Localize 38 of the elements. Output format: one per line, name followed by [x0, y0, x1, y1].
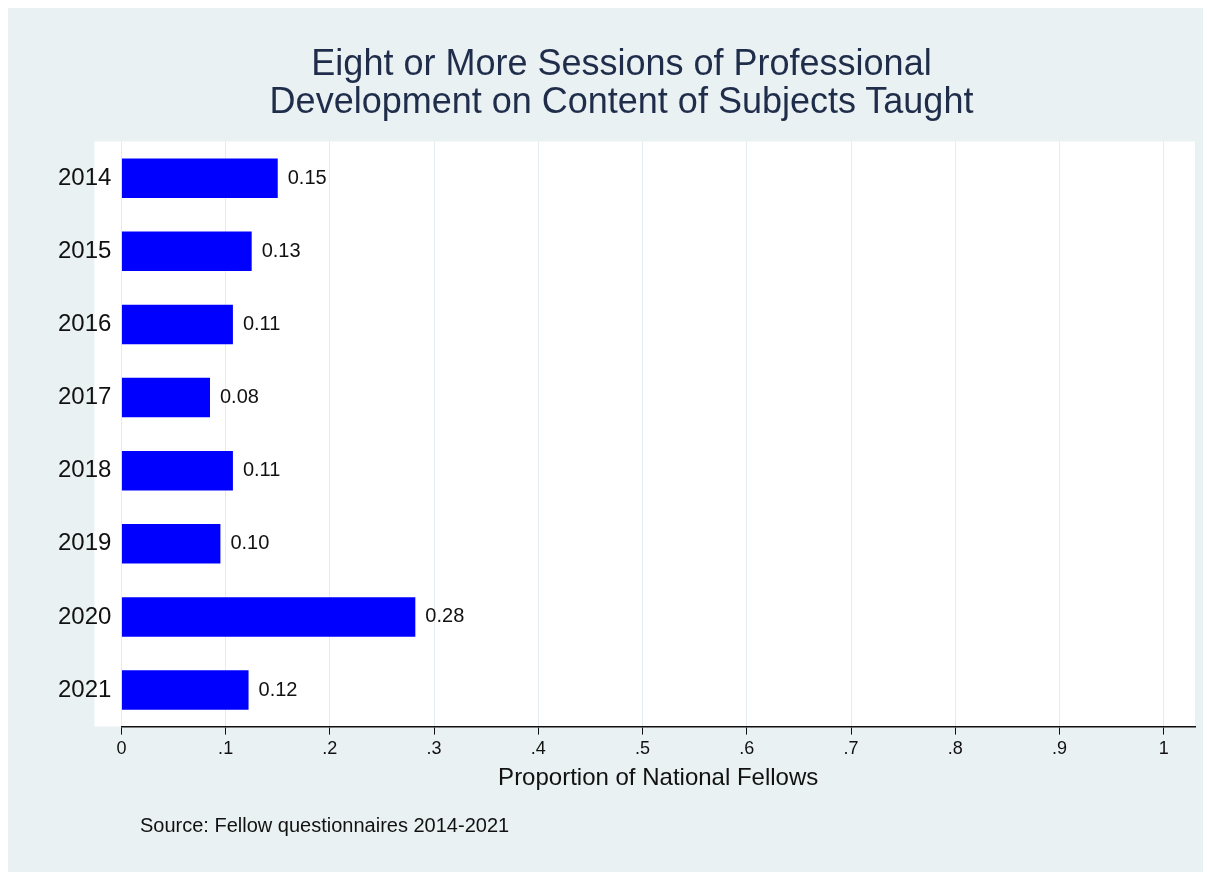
data-label: 0.15 — [287, 165, 327, 188]
y-tick-label: 2016 — [58, 309, 112, 337]
bar — [121, 158, 278, 198]
y-tick-label: 2015 — [58, 235, 112, 263]
chart-title: Eight or More Sessions of Professional Development on Content of Subjects Taught — [269, 41, 974, 121]
x-tick-label: 0 — [116, 738, 127, 759]
y-tick-label: 2018 — [58, 455, 112, 483]
y-tick-label: 2020 — [58, 601, 112, 629]
x-tick-label: .3 — [426, 738, 442, 759]
x-tick-label: .1 — [218, 738, 234, 759]
y-tick-label: 2014 — [58, 162, 112, 190]
data-label: 0.13 — [261, 238, 301, 261]
x-tick-label: 1 — [1158, 738, 1169, 759]
x-tick-label: .4 — [530, 738, 546, 759]
x-tick-label: .9 — [1051, 738, 1067, 759]
bar — [121, 304, 233, 345]
bar — [121, 597, 416, 637]
y-tick-label: 2017 — [58, 382, 112, 410]
x-tick-label: .8 — [947, 738, 963, 759]
data-label: 0.12 — [258, 677, 298, 700]
data-label: 0.11 — [242, 458, 281, 481]
bar — [121, 450, 233, 491]
data-label: 0.08 — [219, 385, 259, 408]
bar — [121, 524, 221, 564]
x-tick-label: .6 — [739, 738, 755, 759]
source-note: Source: Fellow questionnaires 2014-2021 — [140, 814, 510, 836]
bar — [121, 670, 249, 710]
data-label: 0.28 — [425, 604, 465, 627]
x-tick-label: .5 — [635, 738, 651, 759]
x-axis-title: Proportion of National Fellows — [498, 763, 819, 791]
bar — [121, 377, 210, 418]
y-tick-label: 2019 — [58, 528, 112, 556]
bar — [121, 231, 252, 272]
x-tick-label: .2 — [322, 738, 338, 759]
x-tick-label: .7 — [843, 738, 859, 759]
data-label: 0.10 — [230, 531, 270, 554]
y-tick-label: 2021 — [58, 674, 112, 702]
data-label: 0.11 — [242, 311, 281, 334]
